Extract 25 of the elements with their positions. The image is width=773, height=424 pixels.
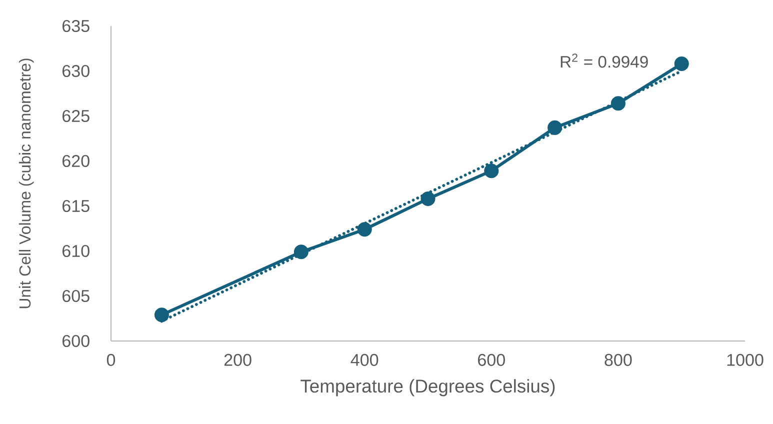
x-tick-label: 200 [224, 354, 252, 366]
point [484, 164, 499, 178]
x-axis-title: Temperature (Degrees Celsius) [300, 379, 555, 396]
y-tick-label: 600 [62, 334, 90, 348]
x-tick-label: 1000 [727, 354, 764, 366]
x-tick-label: 0 [106, 354, 116, 366]
point [420, 192, 436, 206]
y-tick-label: 615 [62, 200, 90, 212]
y-tick-label: 635 [62, 20, 90, 32]
point [674, 56, 689, 72]
x-tick-label: 400 [350, 354, 378, 366]
point [294, 244, 308, 260]
y-tick-label: 610 [62, 244, 90, 258]
y-tick-label: 620 [62, 154, 90, 168]
point [548, 120, 562, 135]
x-tick-label: 800 [604, 354, 632, 366]
point [357, 222, 372, 237]
y-axis-title: Unit Cell Volume (cubic nanometre) [18, 58, 34, 308]
point [610, 96, 626, 111]
x-tick-label: 600 [478, 354, 505, 366]
annotation: R$^{2}$ = 0.9949 [560, 54, 648, 68]
y-tick-label: 625 [62, 110, 90, 122]
y-tick-label: 630 [62, 64, 90, 78]
point [154, 308, 169, 322]
y-tick-label: 605 [62, 290, 90, 302]
